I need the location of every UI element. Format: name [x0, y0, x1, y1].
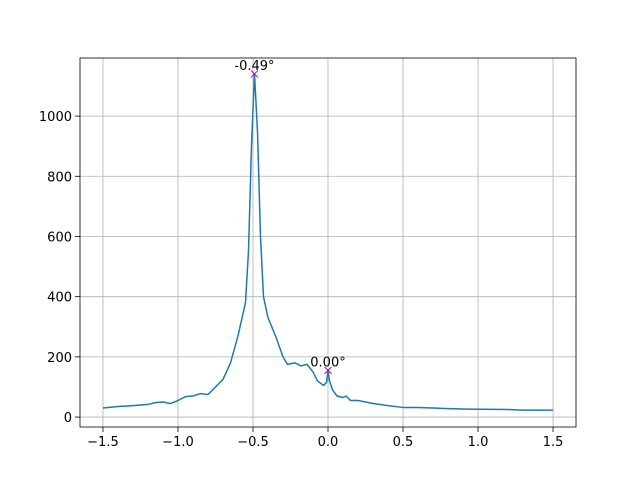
x-tick-label: 0.0 [318, 435, 339, 450]
y-tick-label: 600 [47, 230, 72, 245]
y-tick-label: 1000 [39, 110, 72, 125]
y-tick-label: 200 [47, 351, 72, 366]
x-tick-label: 1.5 [543, 435, 564, 450]
peak-label: -0.49° [234, 59, 274, 74]
x-tick-label: −1.0 [162, 435, 194, 450]
peak-marker [324, 366, 332, 375]
y-tick-label: 400 [47, 291, 72, 306]
y-tick-label: 800 [47, 170, 72, 185]
x-tick-label: −0.5 [237, 435, 269, 450]
x-tick-label: −1.5 [87, 435, 119, 450]
y-tick-label: 0 [64, 411, 72, 426]
x-tick-label: 0.5 [393, 435, 414, 450]
plot-frame [79, 57, 577, 428]
peak-marker [250, 70, 259, 78]
data-line [102, 73, 554, 411]
x-tick-label: 1.0 [468, 435, 489, 450]
peak-label: 0.00° [310, 355, 345, 370]
